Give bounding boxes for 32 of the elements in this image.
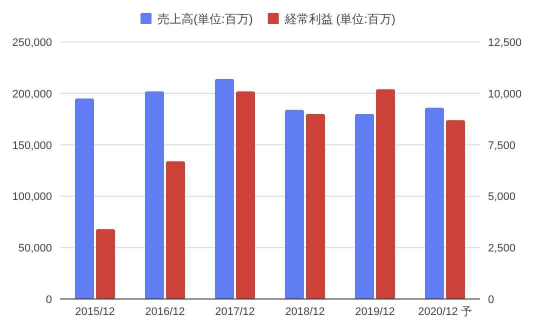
- x-tick-label: 2017/12: [215, 306, 255, 318]
- y-tick-label: 100,000: [12, 191, 52, 204]
- y-tick-label: 250,000: [12, 37, 52, 49]
- y2-tick-label: 0: [488, 294, 494, 306]
- y2-tick-label: 10,000: [488, 88, 522, 100]
- y2-tick-label: 7,500: [488, 140, 516, 152]
- y-tick-label: 150,000: [12, 140, 52, 152]
- bar: [145, 91, 164, 299]
- legend-label: 売上高(単位:百万): [158, 12, 253, 26]
- x-tick-label: 2018/12: [285, 306, 325, 318]
- y-tick-label: 200,000: [12, 88, 52, 100]
- bar: [215, 79, 234, 299]
- legend-label: 経常利益 (単位:百万): [284, 12, 396, 26]
- y-tick-label: 50,000: [18, 242, 52, 255]
- bar: [376, 89, 395, 299]
- bar: [75, 98, 94, 299]
- y2-tick-label: 2,500: [488, 242, 516, 255]
- bar: [166, 161, 185, 299]
- bar: [285, 110, 304, 299]
- bar: [425, 108, 444, 299]
- y2-tick-label: 12,500: [488, 37, 522, 49]
- bar: [96, 229, 115, 299]
- bar: [236, 91, 255, 299]
- y-tick-label: 0: [46, 294, 52, 306]
- bar: [355, 114, 374, 299]
- x-tick-label: 2020/12 予: [418, 306, 472, 318]
- bar: [446, 120, 465, 299]
- y2-tick-label: 5,000: [488, 191, 516, 204]
- x-tick-label: 2015/12: [75, 306, 115, 318]
- x-tick-label: 2016/12: [145, 306, 185, 318]
- x-tick-label: 2019/12: [355, 306, 395, 318]
- bar: [306, 114, 325, 299]
